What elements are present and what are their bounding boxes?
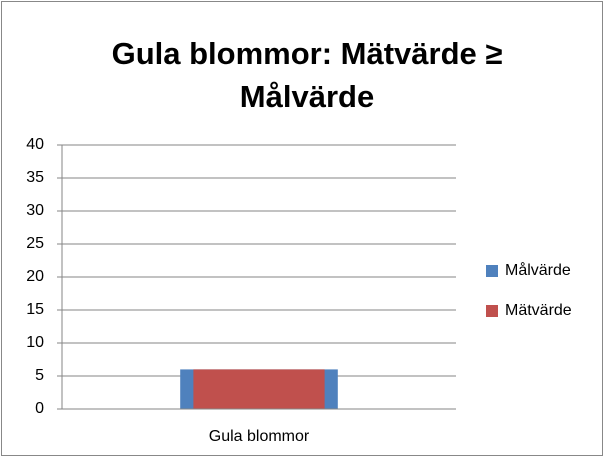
y-tick-label: 30 [26, 202, 44, 219]
y-tick-label: 35 [26, 169, 44, 186]
legend-label: Målvärde [505, 261, 571, 279]
bar [193, 369, 325, 409]
y-tick-label: 20 [26, 268, 44, 285]
y-tick-label: 25 [26, 235, 44, 252]
x-tick-label: Gula blommor [209, 428, 310, 445]
y-tick-label: 15 [26, 301, 44, 318]
legend-swatch [486, 305, 498, 317]
y-tick-label: 5 [35, 367, 44, 384]
y-tick-label: 0 [35, 400, 44, 417]
legend-label: Mätvärde [505, 302, 572, 319]
chart-title: Gula blommor: Mätvärde ≥ Målvärde [111, 36, 503, 114]
legend-swatch [486, 265, 498, 277]
y-tick-label: 40 [26, 136, 44, 153]
y-tick-label: 10 [26, 334, 44, 351]
